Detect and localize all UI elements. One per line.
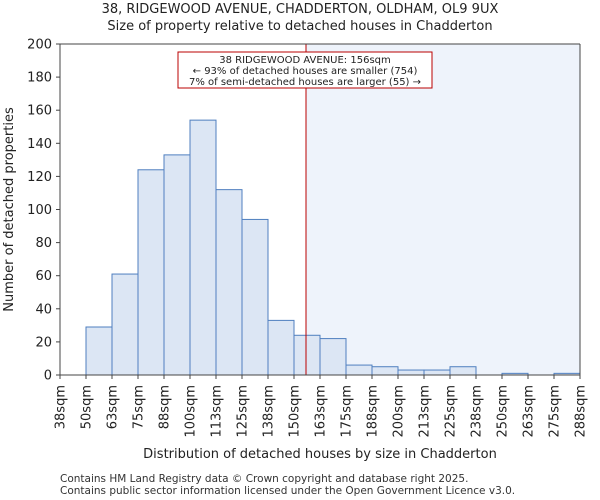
x-tick-label: 150sqm <box>288 385 303 438</box>
annotation-larger: 7% of semi-detached houses are larger (5… <box>189 77 421 88</box>
x-tick-label: 100sqm <box>184 385 199 438</box>
x-tick-label: 225sqm <box>444 385 459 438</box>
histogram-bar <box>319 338 347 376</box>
x-tick-label: 188sqm <box>366 385 381 438</box>
histogram-bar <box>267 319 295 376</box>
histogram-bar <box>241 218 269 376</box>
x-tick-label: 263sqm <box>522 385 537 438</box>
histogram-bar <box>111 273 139 376</box>
x-tick-label: 200sqm <box>392 385 407 438</box>
histogram-bar <box>397 369 425 376</box>
footer-licence: Contains public sector information licen… <box>60 485 516 497</box>
x-tick-label: 238sqm <box>470 385 485 438</box>
x-tick-label: 113sqm <box>210 385 225 438</box>
x-tick-label: 175sqm <box>340 385 355 438</box>
annotation-title: 38 RIDGEWOOD AVENUE: 156sqm <box>219 55 391 66</box>
histogram-bar <box>345 364 373 376</box>
y-tick-label: 140 <box>27 137 52 152</box>
x-tick-label: 138sqm <box>262 385 277 438</box>
x-tick-label: 163sqm <box>314 385 329 438</box>
histogram-bar <box>163 154 191 376</box>
x-tick-label: 213sqm <box>418 385 433 438</box>
y-tick-label: 60 <box>35 269 52 284</box>
y-tick-label: 200 <box>27 38 52 53</box>
y-tick-label: 160 <box>27 104 52 119</box>
x-tick-label: 288sqm <box>574 385 589 438</box>
annotation-smaller: ← 93% of detached houses are smaller (75… <box>193 66 418 77</box>
highlight-region <box>306 44 580 375</box>
x-tick-label: 250sqm <box>496 385 511 438</box>
histogram-bar <box>189 119 217 376</box>
histogram-bar <box>137 169 165 376</box>
histogram-bar <box>215 189 243 376</box>
histogram-bar <box>449 366 477 376</box>
x-tick-label: 38sqm <box>54 385 69 429</box>
x-tick-label: 50sqm <box>80 385 95 429</box>
y-tick-label: 180 <box>27 71 52 86</box>
histogram-bar <box>293 334 321 376</box>
y-tick-label: 100 <box>27 203 52 218</box>
y-tick-label: 80 <box>35 236 52 251</box>
x-tick-label: 75sqm <box>132 385 147 429</box>
y-tick-label: 120 <box>27 170 52 185</box>
y-tick-label: 40 <box>35 302 52 317</box>
y-tick-label: 0 <box>44 369 52 384</box>
y-axis-title: Number of detached properties <box>2 107 17 312</box>
histogram-bar <box>371 366 399 376</box>
x-tick-label: 125sqm <box>236 385 251 438</box>
footer-copyright: Contains HM Land Registry data © Crown c… <box>60 473 469 485</box>
chart-title: 38, RIDGEWOOD AVENUE, CHADDERTON, OLDHAM… <box>101 2 499 17</box>
histogram-bar <box>423 369 451 376</box>
x-tick-label: 63sqm <box>106 385 121 429</box>
annotation-box <box>177 51 433 89</box>
y-tick-label: 20 <box>35 335 52 350</box>
chart-subtitle: Size of property relative to detached ho… <box>107 19 493 34</box>
histogram-bar <box>85 326 113 376</box>
x-tick-label: 275sqm <box>548 385 563 438</box>
x-axis-title: Distribution of detached houses by size … <box>143 447 497 462</box>
x-tick-label: 88sqm <box>158 385 173 429</box>
